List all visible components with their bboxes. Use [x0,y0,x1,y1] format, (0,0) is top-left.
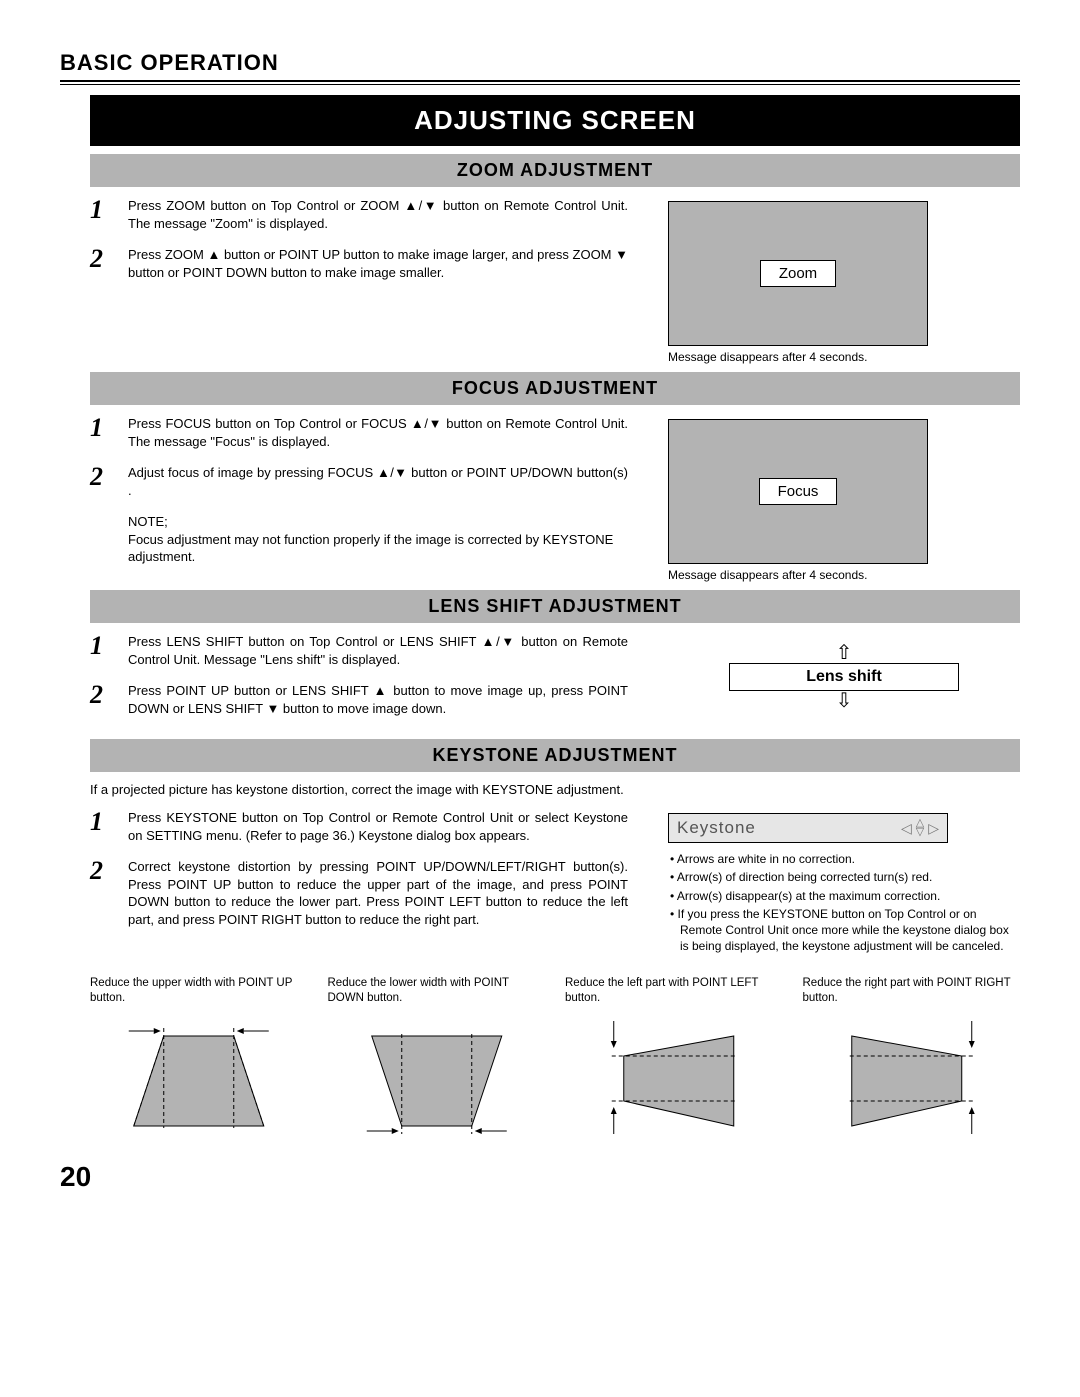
keystone-step-2: 2 Correct keystone distortion by pressin… [90,858,628,928]
step-number: 2 [90,464,116,499]
keystone-step-1: 1 Press KEYSTONE button on Top Control o… [90,809,628,844]
header-rule-thick [60,80,1020,82]
step-text: Press POINT UP button or LENS SHIFT ▲ bu… [128,682,628,717]
zoom-step-1: 1 Press ZOOM button on Top Control or ZO… [90,197,628,232]
keystone-bullet: Arrow(s) disappear(s) at the maximum cor… [670,888,1020,904]
trapezoid-down-icon [328,1016,546,1136]
page-header-title: BASIC OPERATION [60,50,1020,76]
step-text: Press LENS SHIFT button on Top Control o… [128,633,628,668]
keystone-diagram-down: Reduce the lower width with POINT DOWN b… [328,976,546,1141]
lens-shift-step-2: 2 Press POINT UP button or LENS SHIFT ▲ … [90,682,628,717]
focus-note: NOTE; Focus adjustment may not function … [128,513,628,566]
step-number: 2 [90,858,116,928]
trapezoid-right-icon [803,1016,1021,1136]
main-banner: ADJUSTING SCREEN [90,95,1020,146]
arrow-down-icon: ⇩ [729,691,959,711]
focus-heading: FOCUS ADJUSTMENT [90,372,1020,405]
focus-screen-illustration: Focus [668,419,928,564]
triangle-left-icon: ◁ [901,820,912,837]
keystone-heading: KEYSTONE ADJUSTMENT [90,739,1020,772]
step-text: Correct keystone distortion by pressing … [128,858,628,928]
focus-step-2: 2 Adjust focus of image by pressing FOCU… [90,464,628,499]
step-number: 1 [90,415,116,450]
step-text: Press ZOOM button on Top Control or ZOOM… [128,197,628,232]
zoom-heading: ZOOM ADJUSTMENT [90,154,1020,187]
keystone-diagram-right: Reduce the right part with POINT RIGHT b… [803,976,1021,1141]
step-number: 1 [90,197,116,232]
zoom-screen-illustration: Zoom [668,201,928,346]
lens-shift-heading: LENS SHIFT ADJUSTMENT [90,590,1020,623]
keystone-bullets: Arrows are white in no correction. Arrow… [668,851,1020,954]
keystone-diagrams-row: Reduce the upper width with POINT UP but… [90,976,1020,1141]
keystone-dialog-illustration: Keystone ◁ △ ▽ ▷ [668,813,948,843]
focus-message-label: Focus [759,478,838,505]
diagram-caption: Reduce the lower width with POINT DOWN b… [328,976,546,1008]
zoom-step-2: 2 Press ZOOM ▲ button or POINT UP button… [90,246,628,281]
keystone-bullet: Arrows are white in no correction. [670,851,1020,867]
keystone-diagram-left: Reduce the left part with POINT LEFT but… [565,976,783,1141]
keystone-dialog-label: Keystone [677,818,756,838]
arrow-up-icon: ⇧ [729,643,959,663]
step-text: Press KEYSTONE button on Top Control or … [128,809,628,844]
page-number: 20 [60,1161,1020,1193]
header-rule-thin [60,84,1020,85]
trapezoid-left-icon [565,1016,783,1136]
step-number: 1 [90,633,116,668]
step-text: Adjust focus of image by pressing FOCUS … [128,464,628,499]
lens-shift-step-1: 1 Press LENS SHIFT button on Top Control… [90,633,628,668]
lens-shift-section: 1 Press LENS SHIFT button on Top Control… [90,633,1020,731]
keystone-bullet: If you press the KEYSTONE button on Top … [670,906,1020,955]
zoom-section: 1 Press ZOOM button on Top Control or ZO… [90,197,1020,364]
triangle-down-icon: ▽ [916,828,924,837]
step-number: 1 [90,809,116,844]
focus-step-1: 1 Press FOCUS button on Top Control or F… [90,415,628,450]
diagram-caption: Reduce the right part with POINT RIGHT b… [803,976,1021,1008]
keystone-diagram-up: Reduce the upper width with POINT UP but… [90,976,308,1141]
keystone-arrows-icon: ◁ △ ▽ ▷ [901,819,939,837]
step-number: 2 [90,682,116,717]
keystone-intro: If a projected picture has keystone dist… [90,782,1020,797]
zoom-caption: Message disappears after 4 seconds. [668,350,1020,364]
trapezoid-up-icon [90,1016,308,1136]
step-text: Press FOCUS button on Top Control or FOC… [128,415,628,450]
triangle-right-icon: ▷ [928,820,939,837]
keystone-bullet: Arrow(s) of direction being corrected tu… [670,869,1020,885]
diagram-caption: Reduce the upper width with POINT UP but… [90,976,308,1008]
lens-shift-label: Lens shift [729,663,959,691]
step-text: Press ZOOM ▲ button or POINT UP button t… [128,246,628,281]
focus-caption: Message disappears after 4 seconds. [668,568,1020,582]
step-number: 2 [90,246,116,281]
zoom-message-label: Zoom [760,260,836,287]
focus-section: 1 Press FOCUS button on Top Control or F… [90,415,1020,582]
keystone-section: 1 Press KEYSTONE button on Top Control o… [90,809,1020,956]
diagram-caption: Reduce the left part with POINT LEFT but… [565,976,783,1008]
lens-shift-illustration: ⇧ Lens shift ⇩ [729,643,959,711]
